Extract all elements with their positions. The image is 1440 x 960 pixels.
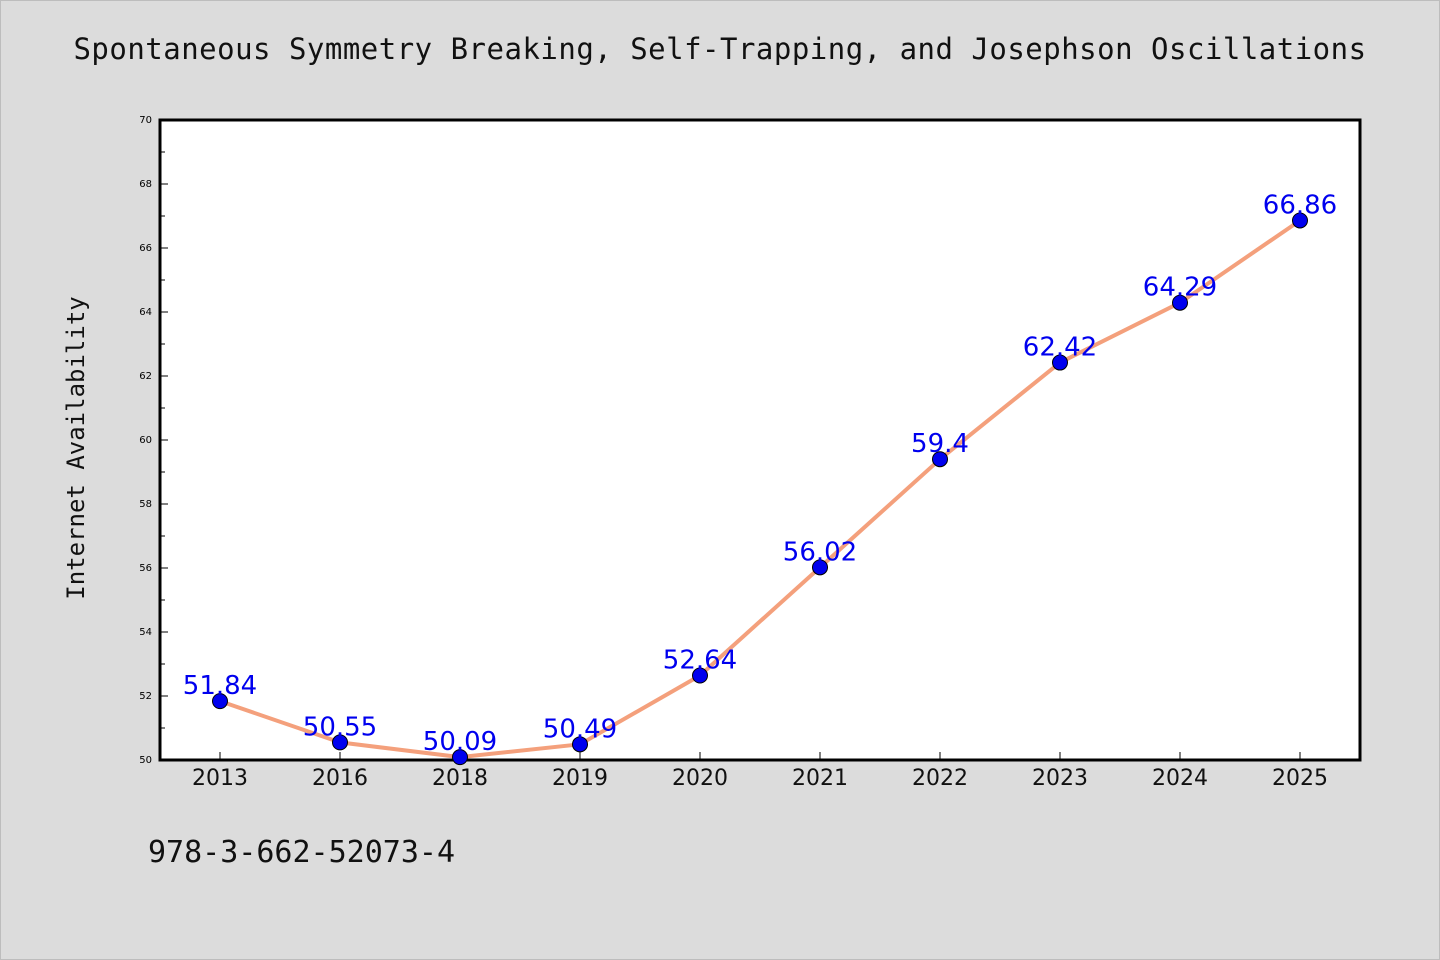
data-point [812,559,828,576]
y-tick-label: 68 [139,179,152,190]
data-point [692,667,708,684]
data-label: 51.84 [183,671,257,701]
data-label: 50.55 [303,712,377,742]
data-point [1052,354,1068,371]
footer-code: 978-3-662-52073-4 [148,835,456,870]
y-tick-label: 52 [139,691,152,702]
y-tick-label: 70 [139,115,152,126]
x-tick-label: 2020 [672,766,728,791]
data-label: 66.86 [1263,190,1337,220]
y-tick-label: 60 [139,435,152,446]
data-label: 62.42 [1023,333,1097,363]
data-label: 64.29 [1143,273,1217,303]
y-tick-label: 50 [139,755,152,766]
y-tick-label: 66 [139,243,152,254]
chart-title: Spontaneous Symmetry Breaking, Self-Trap… [73,32,1367,66]
data-label: 52.64 [663,646,737,676]
data-label: 56.02 [783,537,857,567]
data-label: 59.4 [911,429,969,459]
data-label: 50.09 [423,727,497,757]
x-tick-label: 2019 [552,766,608,791]
data-point [1172,294,1188,311]
y-tick-label: 56 [139,563,152,574]
x-tick-label: 2023 [1032,766,1088,791]
x-tick-label: 2016 [312,766,368,791]
y-tick-label: 64 [139,307,152,318]
data-label: 50.49 [543,714,617,744]
data-point [452,749,468,766]
x-axis: 2013 2016 2018 2019 2020 2021 2022 2023 2024 2025 [192,752,1328,791]
data-point [932,451,948,468]
data-point [212,693,228,710]
x-tick-label: 2021 [792,766,848,791]
series-layer: 51.84 50.55 50.09 50.49 52.64 56.02 59.4 62.42 6… [183,190,1337,766]
y-axis: 50 52 54 56 58 60 62 64 66 68 70 [139,115,168,766]
y-tick-label: 62 [139,371,152,382]
x-tick-label: 2013 [192,766,248,791]
data-point [1292,212,1308,229]
data-point [332,734,348,751]
plot-area [158,118,1362,762]
x-tick-label: 2018 [432,766,488,791]
x-tick-label: 2025 [1272,766,1328,791]
x-tick-label: 2024 [1152,766,1208,791]
x-tick-label: 2022 [912,766,968,791]
data-point [572,736,588,753]
y-tick-label: 54 [139,627,152,638]
series-line [218,218,1302,760]
y-tick-label: 58 [139,499,152,510]
